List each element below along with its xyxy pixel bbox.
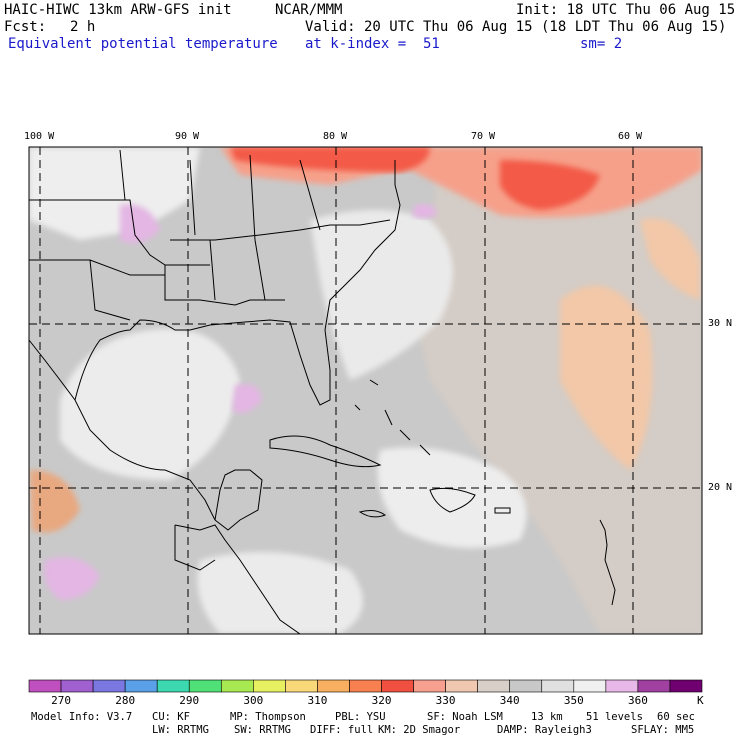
colorbar-swatch — [381, 679, 414, 693]
colorbar-swatch — [349, 679, 382, 693]
colorbar-swatch — [28, 679, 62, 693]
colorbar-tick-label: 340 — [499, 694, 520, 707]
level-info: at k-index = 51 — [305, 36, 440, 52]
footer-mp: MP: Thompson — [230, 711, 306, 723]
lat-label-30n: 30 N — [708, 318, 733, 329]
smoothing-info: sm= 2 — [580, 36, 623, 52]
footer-resolution: 13 km — [531, 711, 563, 723]
colorbar-swatch — [413, 679, 446, 693]
model-title: HAIC-HIWC 13km ARW-GFS init — [4, 2, 232, 18]
colorbar-swatch — [509, 679, 543, 693]
colorbar-swatch — [253, 679, 286, 693]
colorbar-swatch — [573, 679, 607, 693]
colorbar-swatch — [285, 679, 318, 693]
lon-label-80w: 80 W — [323, 131, 348, 142]
footer-km: KM: 2D Smagor — [378, 724, 461, 736]
field-name: Equivalent potential temperature — [8, 36, 278, 52]
footer-damp: DAMP: Rayleigh3 — [497, 724, 592, 736]
center-label: NCAR/MMM — [275, 2, 343, 18]
colorbar-tick-label: 270 — [51, 694, 71, 707]
colorbar-tick-label: 310 — [307, 694, 328, 707]
colorbar-swatch — [637, 679, 671, 693]
colorbar-swatch — [124, 679, 158, 693]
colorbar-swatch — [188, 679, 222, 693]
footer-pbl: PBL: YSU — [335, 711, 386, 723]
fcst-value: 2 h — [70, 19, 96, 35]
fcst-label: Fcst: — [4, 19, 47, 35]
colorbar-unit: K — [697, 694, 704, 707]
init-time: Init: 18 UTC Thu 06 Aug 15 — [516, 2, 736, 18]
colorbar-swatch — [92, 679, 126, 693]
lon-label-90w: 90 W — [175, 131, 200, 142]
footer-sflay: SFLAY: MM5 — [631, 724, 695, 736]
colorbar-tick-label: 280 — [115, 694, 136, 707]
footer-diff: DIFF: full — [310, 724, 374, 736]
footer-lw: LW: RRTMG — [152, 724, 209, 736]
colorbar-swatch — [669, 679, 703, 693]
lat-lon-grid — [29, 147, 702, 634]
colorbar-swatch — [156, 679, 190, 693]
colorbar-tick-label: 350 — [563, 694, 584, 707]
footer-levels: 51 levels — [586, 711, 643, 723]
colorbar-swatch — [541, 679, 575, 693]
lat-label-20n: 20 N — [708, 482, 733, 493]
colorbar-tick-label: 300 — [243, 694, 264, 707]
footer-cu: CU: KF — [152, 711, 190, 723]
colorbar-tick-label: 360 — [627, 694, 648, 707]
footer-model-info: Model Info: V3.7 — [31, 711, 133, 723]
colorbar-swatch — [445, 679, 478, 693]
colorbar-tick-label: 330 — [435, 694, 456, 707]
lon-label-100w: 100 W — [24, 131, 55, 142]
colorbar-swatch — [605, 679, 639, 693]
colorbar-tick-label: 290 — [179, 694, 200, 707]
theta-e-field — [29, 147, 702, 634]
colorbar-swatch — [220, 679, 254, 693]
footer-sf: SF: Noah LSM — [427, 711, 503, 723]
colorbar — [28, 679, 703, 693]
colorbar-swatch — [477, 679, 511, 693]
colorbar-tick-label: 320 — [371, 694, 392, 707]
lon-label-70w: 70 W — [471, 131, 496, 142]
coastlines — [29, 149, 616, 634]
colorbar-swatch — [60, 679, 94, 693]
footer-sw: SW: RRTMG — [234, 724, 291, 736]
map-frame — [28, 146, 703, 635]
colorbar-swatch — [317, 679, 350, 693]
valid-time: Valid: 20 UTC Thu 06 Aug 15 (18 LDT Thu … — [305, 19, 727, 35]
lon-label-60w: 60 W — [618, 131, 643, 142]
footer-timestep: 60 sec — [657, 711, 695, 723]
